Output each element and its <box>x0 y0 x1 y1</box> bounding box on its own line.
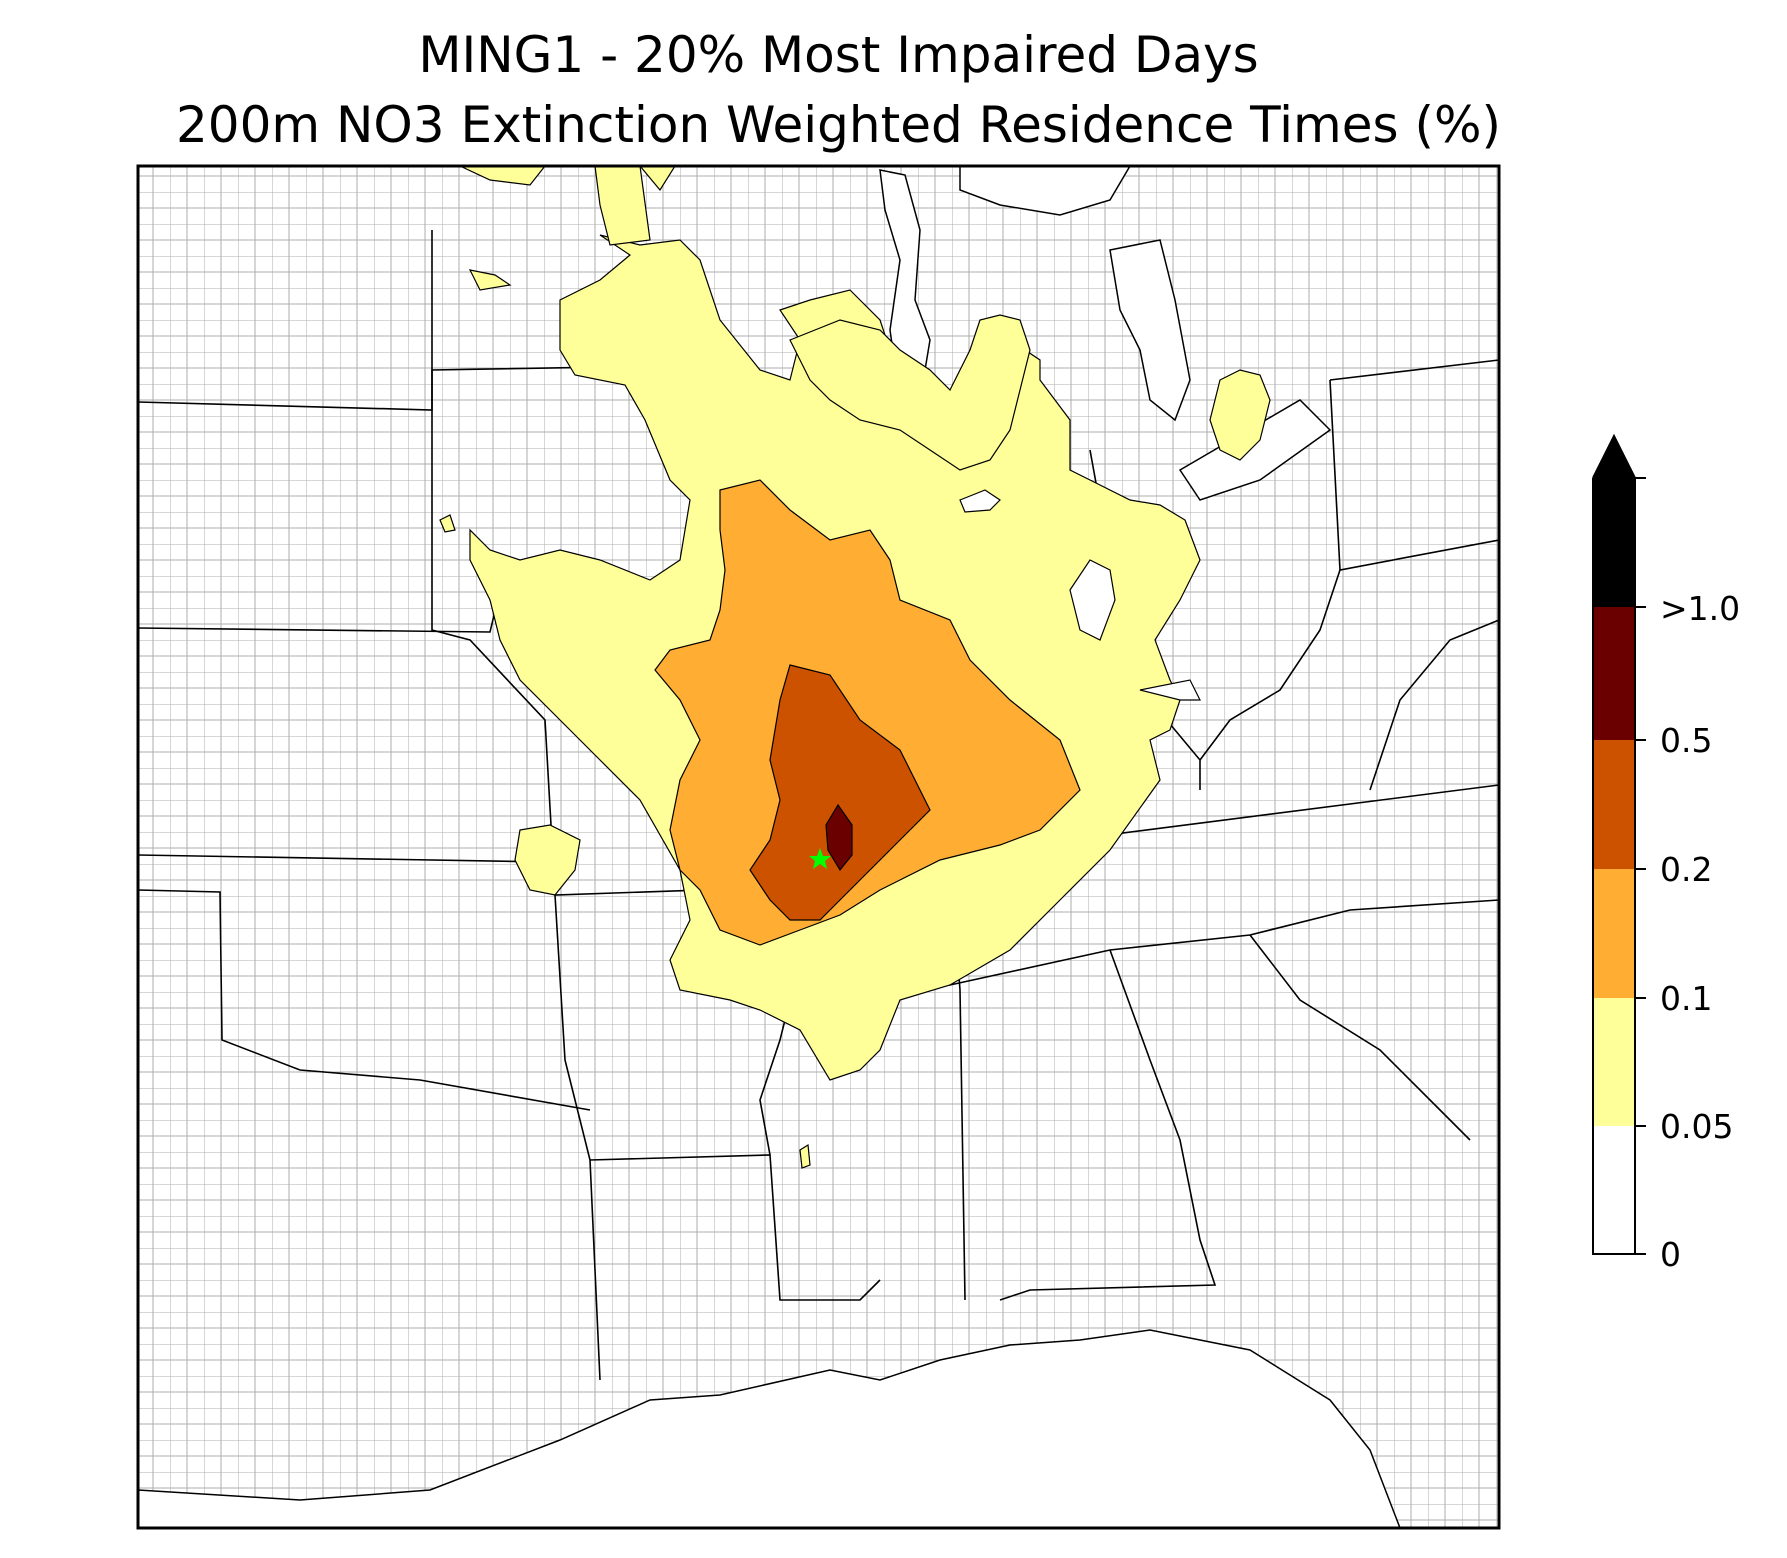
map-title-line-2: 200m NO3 Extinction Weighted Residence T… <box>176 96 1501 154</box>
colorbar-segment-0.5-1.0 <box>1593 607 1635 740</box>
state-line <box>589 1154 881 1301</box>
contour-polygon <box>439 514 456 533</box>
contour-polygon <box>1209 369 1271 461</box>
contour-polygon <box>468 269 512 291</box>
state-line <box>1329 359 1499 381</box>
colorbar-tick-label: 0.2 <box>1660 850 1712 889</box>
contour-polygon <box>654 479 1081 946</box>
colorbar-outline <box>1592 478 1636 1255</box>
gulf-of-mexico <box>138 1329 1401 1528</box>
colorbar-segment-0.2-0.5 <box>1593 740 1635 869</box>
colorbar: 0 0.05 0.1 0.2 0.5 >1.0 <box>1592 433 1740 1274</box>
colorbar-tick-label: >1.0 <box>1660 589 1740 628</box>
map-title-line-1: MING1 - 20% Most Impaired Days <box>418 26 1259 84</box>
contour-holes <box>959 489 1201 701</box>
contour-0.5-1.0 <box>825 803 853 872</box>
contour-0.2-0.5 <box>749 664 931 921</box>
lake-superior <box>959 166 1131 216</box>
state-line <box>1199 569 1341 761</box>
colorbar-extend-arrow <box>1593 436 1635 478</box>
map-panel <box>138 166 1499 1528</box>
contour-polygon <box>459 166 546 186</box>
colorbar-tick-label: 0.1 <box>1660 979 1712 1018</box>
contour-polygon <box>639 166 676 192</box>
contour-polygon <box>799 1143 811 1169</box>
lake-huron <box>1109 239 1191 422</box>
colorbar-segment-0.05-0.1 <box>1593 998 1635 1126</box>
state-line <box>999 949 1217 1301</box>
contour-hole <box>1069 559 1116 641</box>
contour-hole <box>959 489 1001 513</box>
colorbar-tick-label: 0.5 <box>1660 721 1712 760</box>
state-line <box>1249 934 1471 1141</box>
contour-polygon <box>749 664 931 921</box>
lake-erie <box>1178 399 1332 501</box>
contour-hole <box>1139 679 1201 701</box>
colorbar-ticks <box>1635 477 1646 1255</box>
contour-polygon <box>825 803 853 872</box>
map-frame <box>136 164 1501 1530</box>
state-line <box>431 230 601 1381</box>
colorbar-tick-label: 0.05 <box>1660 1107 1733 1146</box>
contour-0.1-0.2 <box>654 479 1081 946</box>
state-line <box>138 889 591 1111</box>
colorbar-tick-label: 0 <box>1660 1235 1681 1274</box>
colorbar-segment-0-0.05 <box>1593 1126 1635 1254</box>
state-line <box>1369 619 1499 791</box>
water-bodies <box>138 166 1401 1528</box>
contour-polygon <box>789 314 1031 471</box>
contour-polygon <box>514 824 581 896</box>
contour-polygon <box>594 166 651 246</box>
colorbar-segment-above-1.0 <box>1593 478 1635 607</box>
receptor-star-icon <box>809 848 831 869</box>
colorbar-segment-0.1-0.2 <box>1593 869 1635 998</box>
